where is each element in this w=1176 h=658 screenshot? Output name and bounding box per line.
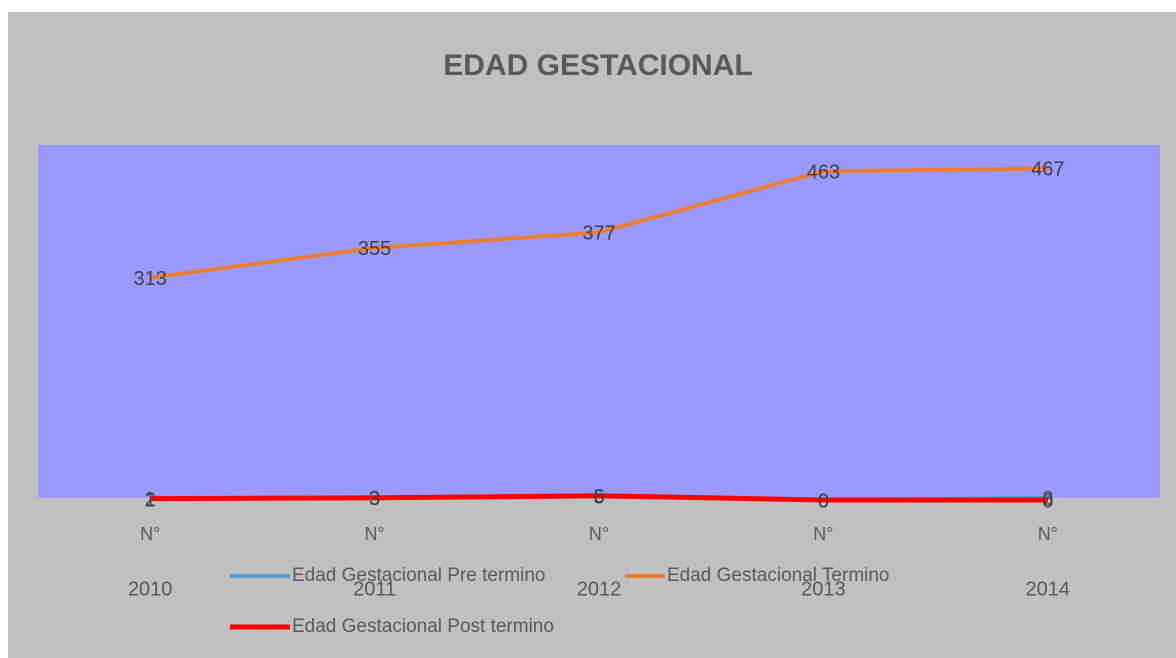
data-label: 355	[358, 238, 391, 260]
plot-area	[38, 145, 1160, 498]
data-label: 313	[134, 268, 167, 290]
legend-label: Edad Gestacional Pre termino	[292, 565, 545, 586]
data-label: 0	[818, 490, 829, 512]
data-label: 3	[369, 488, 380, 510]
data-label: 463	[807, 162, 840, 184]
x-tick-prefix: N°	[589, 524, 609, 544]
x-tick-label: 2014	[1026, 578, 1071, 600]
series-line	[150, 493, 1048, 503]
data-label: 0	[1042, 490, 1053, 512]
x-tick-label: 2010	[128, 578, 173, 600]
chart-title: EDAD GESTACIONAL	[443, 49, 752, 82]
x-tick-label: 2011	[353, 578, 396, 600]
x-tick-prefix: N°	[364, 524, 384, 544]
x-tick-label: 2012	[577, 578, 622, 600]
legend-label: Edad Gestacional Post termino	[292, 616, 554, 637]
x-tick-prefix: N°	[813, 524, 833, 544]
data-label: 467	[1031, 159, 1064, 181]
x-tick-prefix: N°	[1038, 524, 1058, 544]
legend-label: Edad Gestacional Termino	[667, 565, 890, 586]
x-tick-label: 2013	[801, 578, 846, 600]
data-label: 6	[593, 486, 604, 508]
series-line	[149, 166, 1048, 280]
data-label: 1	[145, 490, 156, 512]
data-label: 377	[582, 223, 615, 245]
x-tick-prefix: N°	[140, 524, 160, 544]
data-label: 2	[145, 489, 156, 511]
